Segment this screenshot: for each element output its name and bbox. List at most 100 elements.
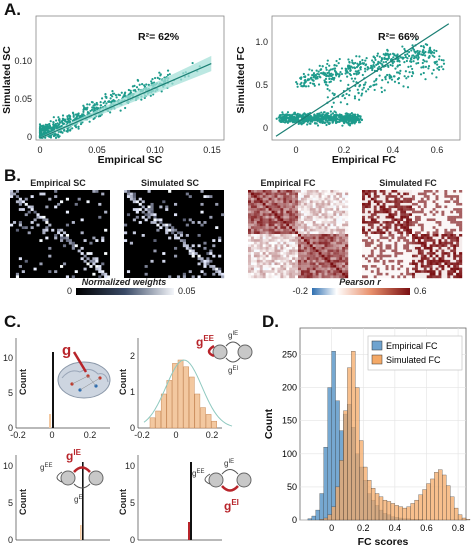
- panel-label-a: A.: [4, 0, 21, 19]
- fc-point: [343, 97, 347, 100]
- sc-point: [97, 107, 100, 110]
- fc-point: [326, 74, 329, 77]
- fc-point: [339, 101, 342, 104]
- matrix-empirical-fc: [248, 190, 349, 279]
- sc-point: [62, 118, 65, 122]
- sc-point: [105, 102, 108, 105]
- fc-point: [326, 87, 329, 91]
- fc-point: [384, 75, 387, 78]
- sc-point: [61, 114, 65, 117]
- fc-point: [308, 122, 311, 125]
- fc-point: [381, 63, 384, 66]
- fc-point: [285, 120, 288, 123]
- sc-point: [69, 120, 72, 123]
- fc-point: [433, 55, 436, 58]
- sc-point: [114, 94, 118, 97]
- simulated-fc-bar: [442, 474, 447, 521]
- sc-scatter-frame: [35, 15, 225, 141]
- fc-point: [330, 113, 333, 116]
- fc-point: [417, 57, 420, 60]
- fc-point: [382, 61, 385, 64]
- fc-point: [326, 84, 329, 87]
- fc-point: [321, 65, 324, 68]
- legend-label-empirical: Empirical FC: [386, 341, 438, 351]
- sc-point: [80, 114, 83, 118]
- fc-point: [432, 68, 435, 72]
- fc-point: [366, 66, 369, 69]
- fc-point: [295, 81, 298, 84]
- fc-point: [423, 54, 427, 57]
- fc-point: [364, 59, 367, 62]
- fc-point: [299, 83, 302, 86]
- sc-point: [159, 73, 162, 76]
- fc-point: [321, 113, 325, 116]
- fc-point: [363, 83, 366, 86]
- legend-label-simulated: Simulated FC: [386, 355, 441, 365]
- c-symbol-gie-small-2: gIE: [224, 459, 234, 468]
- sc-ylabel: Simulated SC: [1, 46, 13, 114]
- fc-point: [348, 113, 352, 116]
- fc-point: [442, 68, 445, 71]
- sc-point: [82, 104, 85, 107]
- fc-hist-xtick: 0.8: [452, 523, 465, 533]
- c-symbol-gei: gEI: [224, 498, 239, 513]
- fc-point: [328, 74, 332, 77]
- fc-point: [333, 67, 337, 70]
- sc-point: [156, 76, 159, 79]
- fc-point: [306, 123, 309, 126]
- fc-point: [406, 57, 409, 60]
- fc-point: [333, 93, 336, 96]
- fc-point: [413, 50, 416, 53]
- fc-point: [375, 77, 378, 81]
- sc-point: [92, 117, 95, 121]
- fc-scatter-frame: [271, 15, 461, 141]
- fc-point: [412, 60, 415, 63]
- sc-point: [153, 76, 157, 80]
- fc-point: [327, 118, 330, 122]
- fc-point: [323, 111, 326, 114]
- sc-point: [56, 122, 59, 125]
- fc-hist-ytick: 100: [282, 449, 297, 459]
- fc-point: [307, 85, 310, 88]
- fc-point: [371, 68, 374, 72]
- fc-point: [309, 81, 312, 85]
- c-symbol-g: g: [62, 342, 71, 359]
- fc-point: [307, 73, 310, 76]
- fc-point: [304, 118, 307, 121]
- sc-point: [135, 86, 139, 89]
- fc-point: [328, 64, 331, 67]
- c-hist-bar: [166, 380, 173, 429]
- c-hist-gei: 0 5 10 Count: [118, 455, 222, 545]
- sc-point: [79, 122, 83, 126]
- fc-point: [317, 70, 320, 73]
- fc-point: [370, 64, 373, 67]
- fc-hist-xlabel: FC scores: [358, 536, 409, 548]
- sc-point: [44, 126, 47, 130]
- fc-point: [324, 80, 327, 83]
- fc-point: [390, 78, 394, 81]
- fc-point: [329, 80, 332, 83]
- fc-point: [384, 60, 388, 64]
- fc-point: [442, 62, 446, 65]
- fc-point: [322, 71, 325, 74]
- fc-point: [345, 67, 348, 71]
- fc-point: [338, 113, 341, 117]
- fc-point: [346, 113, 349, 117]
- matrix-empirical-sc: [10, 190, 111, 279]
- fc-xtick: 0.4: [387, 145, 400, 155]
- sc-point: [63, 129, 66, 132]
- fc-point: [300, 84, 303, 88]
- sc-point: [105, 96, 108, 99]
- fc-point: [396, 77, 400, 81]
- panel-label-c: C.: [4, 312, 21, 331]
- fc-point: [320, 111, 323, 114]
- fc-point: [382, 53, 385, 56]
- fc-hist-xtick: 0.6: [420, 523, 433, 533]
- fc-point: [330, 105, 334, 109]
- fc-point: [341, 124, 344, 127]
- fc-point: [393, 60, 396, 63]
- fc-point: [358, 55, 361, 58]
- fc-point: [336, 120, 339, 124]
- sc-point: [158, 71, 161, 74]
- sc-point: [99, 104, 103, 107]
